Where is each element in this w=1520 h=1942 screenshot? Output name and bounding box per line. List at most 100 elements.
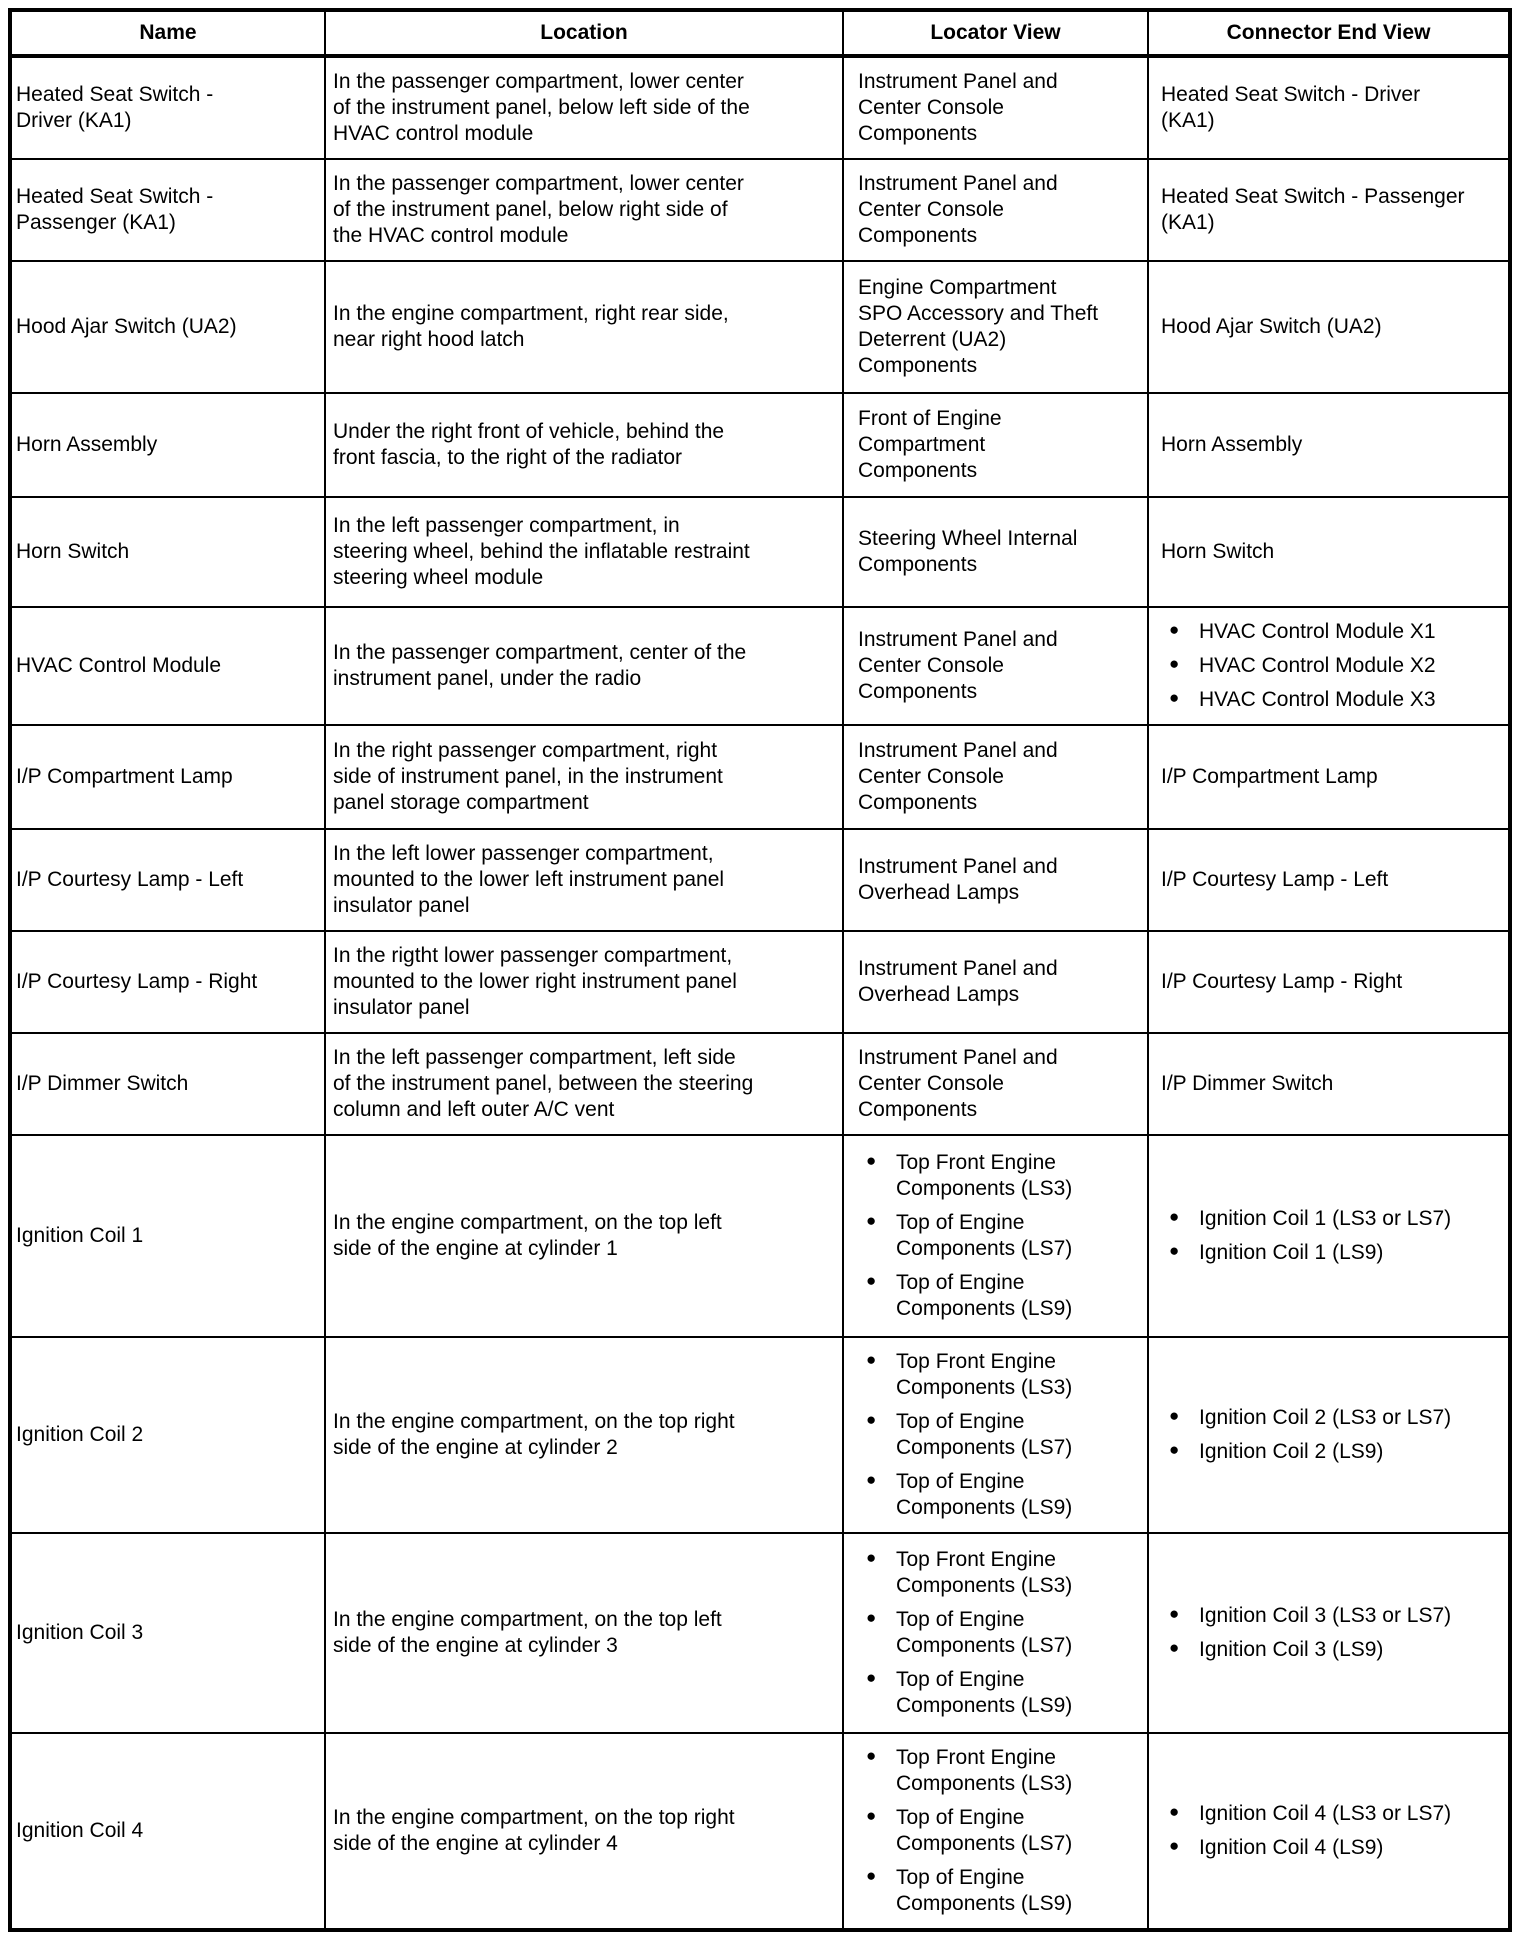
location-text: In the passenger compartment, center of … — [333, 641, 747, 690]
bullet-icon: ● — [1169, 1207, 1180, 1226]
name-text: HVAC Control Module — [16, 654, 222, 677]
list-item-text: Top of Engine Components (LS9) — [896, 1470, 1073, 1519]
locator-view-cell: ● Top Front Engine Components (LS3) ● Top o… — [842, 1134, 1149, 1338]
bullet-icon: ● — [866, 1746, 877, 1765]
connector-end-view-text: I/P Courtesy Lamp - Left — [1161, 868, 1389, 891]
column-header-location: Location — [324, 9, 844, 58]
locator-view-text: Instrument Panel and Center Console Comp… — [858, 739, 1058, 814]
name-cell: I/P Dimmer Switch — [9, 1032, 326, 1136]
location-text: In the left passenger compartment, left … — [333, 1046, 754, 1121]
name-cell: I/P Courtesy Lamp - Left — [9, 828, 326, 932]
list-item: ● HVAC Control Module X1 — [1161, 619, 1461, 645]
bullet-icon: ● — [1169, 688, 1180, 707]
location-text: In the left passenger compartment, in st… — [333, 514, 750, 589]
list-item: ● HVAC Control Module X2 — [1161, 653, 1461, 679]
name-text: I/P Courtesy Lamp - Left — [16, 868, 244, 891]
table-row: Ignition Coil 1 In the engine compartment… — [9, 1134, 1511, 1338]
locator-view-cell: Instrument Panel and Center Console Comp… — [842, 1032, 1149, 1136]
name-text: Ignition Coil 3 — [16, 1621, 144, 1644]
location-text: In the engine compartment, on the top le… — [333, 1211, 722, 1260]
location-cell: In the passenger compartment, center of … — [324, 606, 844, 726]
bullet-icon: ● — [866, 1211, 877, 1230]
location-text: In the passenger compartment, lower cent… — [333, 70, 750, 145]
connector-end-view-cell: Hood Ajar Switch (UA2) — [1147, 260, 1511, 394]
connector-end-view-cell: ● HVAC Control Module X1 ● HVAC Control Mod… — [1147, 606, 1511, 726]
table-body: Heated Seat Switch - Driver (KA1) In the … — [9, 55, 1511, 1931]
location-text: In the passenger compartment, lower cent… — [333, 172, 744, 247]
name-cell: Horn Switch — [9, 496, 326, 608]
name-cell: Ignition Coil 1 — [9, 1134, 326, 1338]
bullet-icon: ● — [1169, 654, 1180, 673]
list-item: ● Ignition Coil 2 (LS3 or LS7) — [1161, 1405, 1461, 1431]
name-cell: Ignition Coil 2 — [9, 1336, 326, 1534]
list-item-text: Ignition Coil 3 (LS3 or LS7) — [1199, 1604, 1452, 1627]
connector-end-view-list: ● Ignition Coil 2 (LS3 or LS7) ● Ignition C… — [1161, 1405, 1461, 1465]
location-text: In the left lower passenger compartment,… — [333, 842, 725, 917]
bullet-icon: ● — [866, 1806, 877, 1825]
locator-view-cell: ● Top Front Engine Components (LS3) ● Top o… — [842, 1336, 1149, 1534]
name-text: I/P Courtesy Lamp - Right — [16, 970, 258, 993]
table-header: Name Location Locator View Connector End… — [9, 9, 1511, 58]
locator-view-list: ● Top Front Engine Components (LS3) ● Top o… — [858, 1150, 1102, 1322]
location-cell: In the rigtht lower passenger compartmen… — [324, 930, 844, 1034]
list-item: ● Ignition Coil 4 (LS3 or LS7) — [1161, 1801, 1461, 1827]
list-item-text: Ignition Coil 4 (LS3 or LS7) — [1199, 1802, 1452, 1825]
locator-view-cell: Instrument Panel and Overhead Lamps — [842, 930, 1149, 1034]
list-item: ● Top Front Engine Components (LS3) — [858, 1349, 1102, 1401]
name-cell: HVAC Control Module — [9, 606, 326, 726]
connector-end-view-list: ● Ignition Coil 3 (LS3 or LS7) ● Ignition C… — [1161, 1603, 1461, 1663]
location-cell: In the left lower passenger compartment,… — [324, 828, 844, 932]
location-cell: In the right passenger compartment, righ… — [324, 724, 844, 830]
connector-end-view-cell: I/P Dimmer Switch — [1147, 1032, 1511, 1136]
bullet-icon: ● — [1169, 1802, 1180, 1821]
list-item: ● Ignition Coil 4 (LS9) — [1161, 1835, 1461, 1861]
list-item: ● Top of Engine Components (LS9) — [858, 1270, 1102, 1322]
list-item-text: Top of Engine Components (LS7) — [896, 1211, 1073, 1260]
column-header-locator-view: Locator View — [842, 9, 1149, 58]
list-item: ● Ignition Coil 3 (LS3 or LS7) — [1161, 1603, 1461, 1629]
location-cell: In the left passenger compartment, left … — [324, 1032, 844, 1136]
locator-view-text: Engine Compartment SPO Accessory and The… — [858, 276, 1099, 377]
list-item: ● Top of Engine Components (LS7) — [858, 1805, 1102, 1857]
list-item: ● HVAC Control Module X3 — [1161, 687, 1461, 713]
location-text: In the rigtht lower passenger compartmen… — [333, 944, 737, 1019]
list-item-text: Top of Engine Components (LS7) — [896, 1806, 1073, 1855]
connector-end-view-list: ● HVAC Control Module X1 ● HVAC Control Mod… — [1161, 619, 1461, 713]
table-row: I/P Courtesy Lamp - Right In the rigtht l… — [9, 930, 1511, 1034]
name-text: Horn Switch — [16, 540, 130, 563]
name-cell: Hood Ajar Switch (UA2) — [9, 260, 326, 394]
list-item-text: HVAC Control Module X2 — [1199, 654, 1436, 677]
table-row: Ignition Coil 3 In the engine compartment… — [9, 1532, 1511, 1734]
connector-end-view-text: I/P Dimmer Switch — [1161, 1072, 1334, 1095]
locator-view-text: Front of Engine Compartment Components — [858, 407, 1002, 482]
connector-end-view-cell: I/P Compartment Lamp — [1147, 724, 1511, 830]
connector-end-view-text: Horn Assembly — [1161, 433, 1303, 456]
connector-end-view-list: ● Ignition Coil 4 (LS3 or LS7) ● Ignition C… — [1161, 1801, 1461, 1861]
bullet-icon: ● — [866, 1410, 877, 1429]
connector-end-view-list: ● Ignition Coil 1 (LS3 or LS7) ● Ignition C… — [1161, 1206, 1461, 1266]
list-item-text: Ignition Coil 4 (LS9) — [1199, 1836, 1384, 1859]
name-text: Ignition Coil 4 — [16, 1819, 144, 1842]
list-item: ● Top of Engine Components (LS9) — [858, 1865, 1102, 1917]
connector-end-view-cell: Heated Seat Switch - Passenger (KA1) — [1147, 158, 1511, 262]
connector-end-view-text: I/P Compartment Lamp — [1161, 765, 1378, 788]
locator-view-cell: ● Top Front Engine Components (LS3) ● Top o… — [842, 1732, 1149, 1931]
list-item: ● Ignition Coil 1 (LS3 or LS7) — [1161, 1206, 1461, 1232]
list-item: ● Top Front Engine Components (LS3) — [858, 1745, 1102, 1797]
list-item-text: Top Front Engine Components (LS3) — [896, 1746, 1073, 1795]
bullet-icon: ● — [866, 1548, 877, 1567]
name-cell: I/P Compartment Lamp — [9, 724, 326, 830]
location-text: Under the right front of vehicle, behind… — [333, 420, 725, 469]
bullet-icon: ● — [1169, 1406, 1180, 1425]
location-cell: In the engine compartment, on the top le… — [324, 1134, 844, 1338]
name-cell: Heated Seat Switch - Driver (KA1) — [9, 55, 326, 160]
connector-end-view-cell: ● Ignition Coil 1 (LS3 or LS7) ● Ignition C… — [1147, 1134, 1511, 1338]
connector-end-view-cell: ● Ignition Coil 4 (LS3 or LS7) ● Ignition C… — [1147, 1732, 1511, 1931]
name-cell: Ignition Coil 3 — [9, 1532, 326, 1734]
bullet-icon: ● — [866, 1271, 877, 1290]
name-text: Ignition Coil 2 — [16, 1423, 144, 1446]
bullet-icon: ● — [1169, 1604, 1180, 1623]
list-item-text: Ignition Coil 2 (LS9) — [1199, 1440, 1384, 1463]
locator-view-list: ● Top Front Engine Components (LS3) ● Top o… — [858, 1349, 1102, 1521]
locator-view-cell: Front of Engine Compartment Components — [842, 392, 1149, 498]
